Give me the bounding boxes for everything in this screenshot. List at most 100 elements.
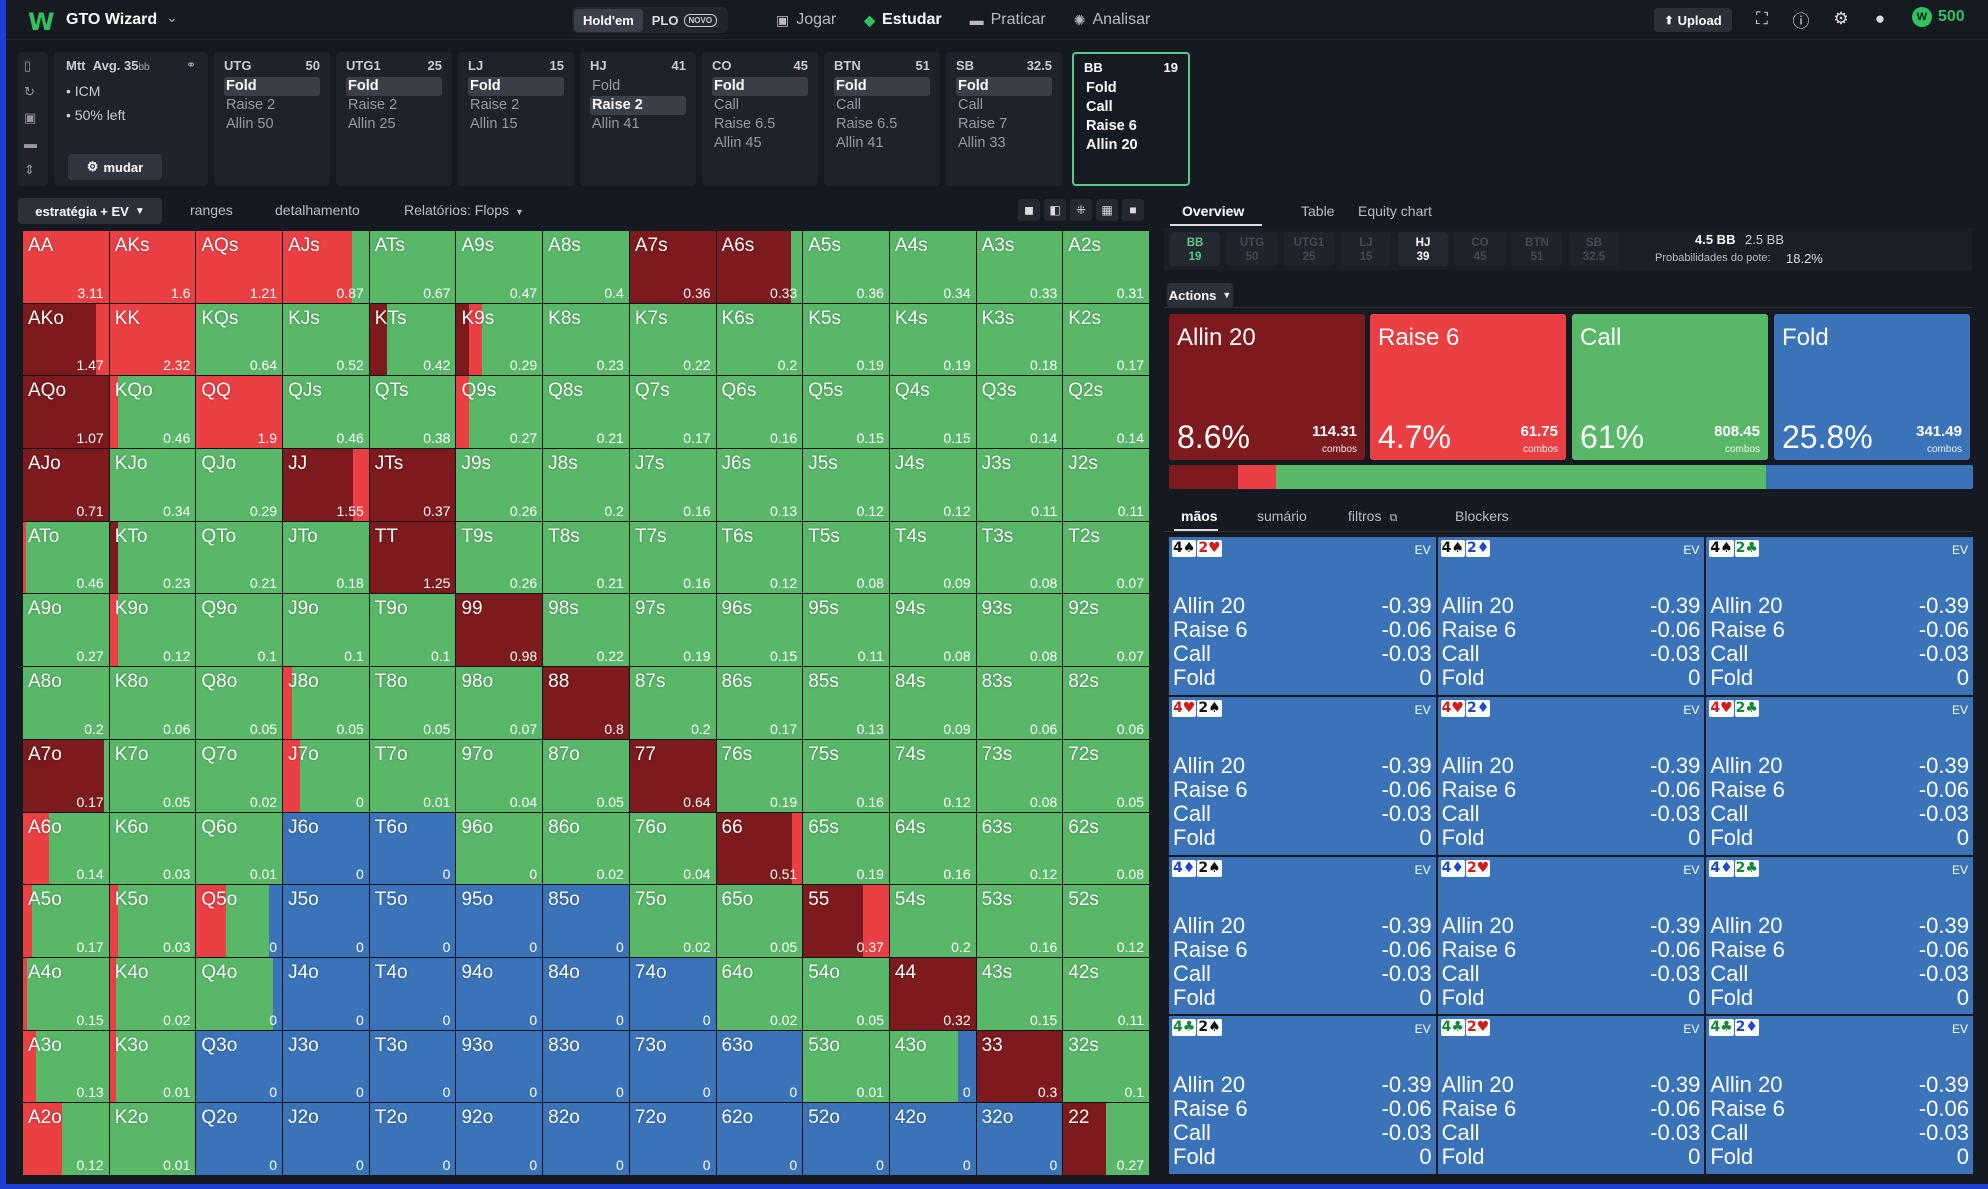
combo-cell[interactable]: 4♣ 2♠ EV Allin 20 -0.39 Raise 6 -0.06 Call -0.03… xyxy=(1169,1016,1436,1174)
hand-cell[interactable]: ATs 0.67 xyxy=(369,231,456,303)
position-action[interactable]: Raise 2 xyxy=(348,97,398,113)
hand-cell[interactable]: 54o 0.05 xyxy=(803,957,889,1030)
hand-cell[interactable]: 97o 0.04 xyxy=(456,739,543,812)
position-card-utg[interactable]: UTG 50 Fold Raise 2 Allin 50 xyxy=(214,52,330,186)
hand-cell[interactable]: T8o 0.05 xyxy=(369,667,456,739)
hand-cell[interactable]: K7o 0.05 xyxy=(109,739,196,812)
position-action[interactable]: Raise 6 xyxy=(1086,118,1137,134)
hand-cell[interactable]: JJ 1.55 xyxy=(283,449,369,521)
hand-cell[interactable]: Q3o 0 xyxy=(196,1030,283,1103)
hand-cell[interactable]: T8s 0.21 xyxy=(543,521,629,594)
square-view-icon[interactable]: ■ xyxy=(1122,199,1144,221)
strategy-view-dropdown[interactable]: estratégia + EV ▼ xyxy=(18,198,162,224)
hand-cell[interactable]: J5s 0.12 xyxy=(803,449,889,521)
hand-cell[interactable]: J6s 0.13 xyxy=(716,449,803,521)
position-card-utg1[interactable]: UTG1 25 Fold Raise 2 Allin 25 xyxy=(336,52,452,186)
hand-cell[interactable]: Q9s 0.27 xyxy=(456,376,543,449)
upload-button[interactable]: ⬆ Upload xyxy=(1654,8,1732,32)
hand-cell[interactable]: 42s 0.11 xyxy=(1063,957,1149,1030)
action-card-allin[interactable]: Allin 20 8.6% 114.31 combos xyxy=(1169,314,1365,460)
hand-cell[interactable]: JTs 0.37 xyxy=(369,449,456,521)
position-action[interactable]: Fold xyxy=(468,77,564,96)
hand-cell[interactable]: J2o 0 xyxy=(283,1103,369,1175)
hand-cell[interactable]: K2s 0.17 xyxy=(1063,303,1149,376)
tab-holdem[interactable]: Hold'em xyxy=(574,8,643,32)
combo-cell[interactable]: 4♥ 2♣ EV Allin 20 -0.39 Raise 6 -0.06 Call -0.03… xyxy=(1706,696,1973,855)
position-action[interactable]: Call xyxy=(1086,99,1113,115)
nav-analisar[interactable]: ✺ Analisar xyxy=(1073,11,1151,28)
hand-cell[interactable]: 85o 0 xyxy=(543,885,629,957)
hand-cell[interactable]: 83s 0.06 xyxy=(976,667,1063,739)
contrast-icon[interactable]: ◧ xyxy=(1044,199,1066,221)
hand-cell[interactable]: 52o 0 xyxy=(803,1103,889,1175)
position-action[interactable]: Raise 6.5 xyxy=(836,116,898,132)
hand-cell[interactable]: QJs 0.46 xyxy=(283,376,369,449)
change-settings-button[interactable]: ⚙ mudar xyxy=(68,154,162,180)
hand-cell[interactable]: A5s 0.36 xyxy=(803,231,889,303)
hand-cell[interactable]: 87o 0.05 xyxy=(543,739,629,812)
combo-cell[interactable]: 4♦ 2♥ EV Allin 20 -0.39 Raise 6 -0.06 Call -0.03… xyxy=(1437,856,1705,1015)
hand-cell[interactable]: A9s 0.47 xyxy=(456,231,543,303)
position-action[interactable]: Allin 41 xyxy=(592,116,640,132)
hand-cell[interactable]: 97s 0.19 xyxy=(629,594,716,667)
hand-cell[interactable]: T9o 0.1 xyxy=(369,594,456,667)
hand-cell[interactable]: 53o 0.01 xyxy=(803,1030,889,1103)
hand-cell[interactable]: J9s 0.26 xyxy=(456,449,543,521)
hand-cell[interactable]: 99 0.98 xyxy=(456,594,543,667)
nav-estudar[interactable]: ◆ Estudar xyxy=(864,11,942,28)
action-card-fold[interactable]: Fold 25.8% 341.49 combos xyxy=(1774,314,1970,460)
history-icon[interactable]: ↻ xyxy=(24,84,35,99)
hand-cell[interactable]: T9s 0.26 xyxy=(456,521,543,594)
detail-tab[interactable]: detalhamento xyxy=(275,202,360,218)
hand-cell[interactable]: A6s 0.33 xyxy=(716,231,803,303)
history-pos-bb[interactable]: BB 19 xyxy=(1170,232,1220,266)
tab-summary[interactable]: sumário xyxy=(1257,508,1307,524)
hand-cell[interactable]: 92s 0.07 xyxy=(1063,594,1149,667)
hand-cell[interactable]: K5o 0.03 xyxy=(109,885,196,957)
hand-cell[interactable]: 94s 0.08 xyxy=(889,594,976,667)
hand-cell[interactable]: Q7o 0.02 xyxy=(196,739,283,812)
hand-cell[interactable]: 22 0.27 xyxy=(1063,1103,1149,1175)
hand-cell[interactable]: 93o 0 xyxy=(456,1030,543,1103)
hand-cell[interactable]: 82s 0.06 xyxy=(1063,667,1149,739)
expand-icon[interactable]: ⇕ xyxy=(24,162,35,177)
hand-cell[interactable]: AKo 1.47 xyxy=(23,303,109,376)
hand-cell[interactable]: 96o 0 xyxy=(456,812,543,885)
position-action[interactable]: Allin 33 xyxy=(958,135,1006,151)
tab-blockers[interactable]: Blockers xyxy=(1455,508,1509,524)
hand-cell[interactable]: T6s 0.12 xyxy=(716,521,803,594)
hand-cell[interactable]: 77 0.64 xyxy=(629,739,716,812)
hand-cell[interactable]: K4s 0.19 xyxy=(889,303,976,376)
hand-cell[interactable]: AKs 1.6 xyxy=(109,231,196,303)
position-action[interactable]: Allin 41 xyxy=(836,135,884,151)
chevron-down-icon[interactable]: ⌄ xyxy=(166,9,178,25)
hand-cell[interactable]: Q7s 0.17 xyxy=(629,376,716,449)
hand-cell[interactable]: 64o 0.02 xyxy=(716,957,803,1030)
position-action[interactable]: Raise 2 xyxy=(226,97,276,113)
combo-cell[interactable]: 4♠ 2♦ EV Allin 20 -0.39 Raise 6 -0.06 Call -0.03… xyxy=(1437,537,1705,695)
history-pos-sb[interactable]: SB 32.5 xyxy=(1569,232,1619,266)
position-card-sb[interactable]: SB 32.5 Fold Call Raise 7 Allin 33 xyxy=(946,52,1062,186)
position-action[interactable]: Fold xyxy=(712,77,808,96)
hand-cell[interactable]: A8o 0.2 xyxy=(23,667,109,739)
bookmark-icon[interactable]: ▯ xyxy=(24,58,32,73)
hand-cell[interactable]: AA 3.11 xyxy=(23,231,109,303)
hand-cell[interactable]: A2s 0.31 xyxy=(1063,231,1149,303)
hand-cell[interactable]: J4o 0 xyxy=(283,957,369,1030)
hand-cell[interactable]: 63o 0 xyxy=(716,1030,803,1103)
hand-cell[interactable]: 98s 0.22 xyxy=(543,594,629,667)
nav-jogar[interactable]: ▣ Jogar xyxy=(776,11,837,28)
hand-cell[interactable]: 95o 0 xyxy=(456,885,543,957)
grid-view-icon[interactable]: ▦ xyxy=(1096,199,1118,221)
hand-cell[interactable]: AJs 0.87 xyxy=(283,231,369,303)
hand-cell[interactable]: QQ 1.9 xyxy=(196,376,283,449)
position-action[interactable]: Raise 2 xyxy=(590,96,686,115)
nav-praticar[interactable]: ▬ Praticar xyxy=(969,11,1046,28)
hand-cell[interactable]: 75s 0.16 xyxy=(803,739,889,812)
hand-cell[interactable]: T5o 0 xyxy=(369,885,456,957)
hand-cell[interactable]: A3s 0.33 xyxy=(976,231,1063,303)
history-pos-lj[interactable]: LJ 15 xyxy=(1341,232,1391,266)
gto-wizard-logo[interactable]: W xyxy=(28,8,55,36)
hand-cell[interactable]: 72o 0 xyxy=(629,1103,716,1175)
hand-cell[interactable]: J7o 0 xyxy=(283,739,369,812)
